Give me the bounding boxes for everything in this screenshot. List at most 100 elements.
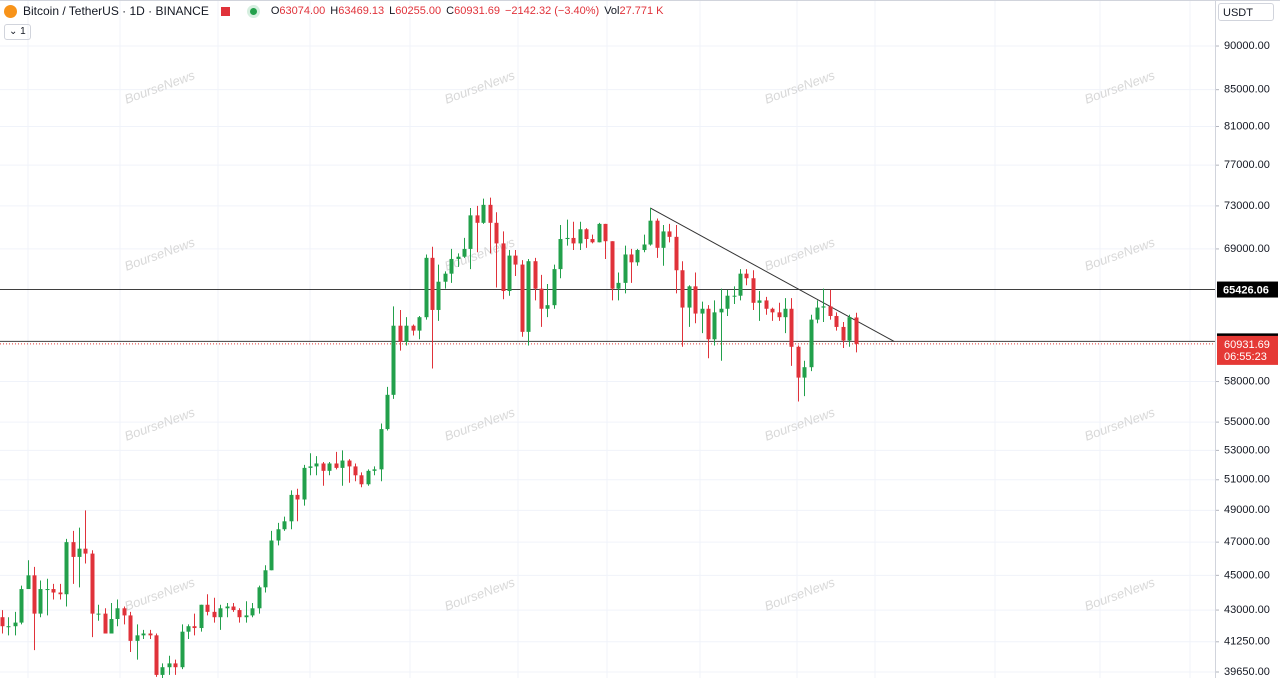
candle-body: [789, 308, 794, 347]
candle-body: [841, 326, 846, 341]
symbol-icon: [4, 4, 17, 18]
candle-body: [180, 631, 185, 668]
candle-body: [661, 231, 666, 248]
countdown: 06:55:23: [1224, 351, 1267, 363]
candle-body: [205, 604, 210, 612]
candle-body: [186, 626, 191, 632]
candle-body: [64, 542, 69, 595]
y-tick-label: 39650.00: [1224, 666, 1270, 678]
legend-value: 27.771 K: [619, 5, 664, 17]
candle-body: [13, 622, 18, 627]
symbol[interactable]: Bitcoin / TetherUS · 1D · BINANCE: [23, 4, 209, 18]
candle-body: [513, 255, 518, 265]
candle-body: [340, 460, 345, 468]
candle-body: [481, 204, 486, 223]
trendline: [649, 207, 895, 342]
watermark: BourseNews: [762, 67, 837, 106]
indicator-badge[interactable]: ⌄ 1: [4, 24, 31, 40]
badge-count: 1: [20, 26, 26, 37]
legend-label: C: [446, 5, 455, 17]
candle-body: [834, 315, 839, 327]
market-dot: [249, 7, 257, 15]
y-tick-label: 58000.00: [1224, 375, 1270, 387]
y-tick-label: 45000.00: [1224, 569, 1270, 581]
candle-body: [623, 254, 628, 283]
y-tick-label: 49000.00: [1224, 504, 1270, 516]
y-tick-label: 43000.00: [1224, 604, 1270, 616]
legend-value: 60255.00: [395, 5, 442, 17]
y-tick-label: 90000.00: [1224, 40, 1270, 52]
candle-body: [488, 204, 493, 223]
candle-body: [597, 223, 602, 243]
candle-body: [385, 394, 390, 430]
candle-body: [693, 286, 698, 314]
candle-body: [674, 236, 679, 271]
candle-body: [571, 237, 576, 244]
candle-body: [212, 611, 217, 618]
candle-body: [334, 463, 339, 468]
legend-item: L60255.00: [389, 5, 441, 17]
candle-body: [115, 608, 120, 619]
legend-value: 60931.69: [454, 5, 500, 17]
candle-body: [712, 312, 717, 340]
watermark: BourseNews: [122, 67, 197, 106]
candle-body: [160, 667, 165, 675]
candle-body: [539, 288, 544, 309]
candle-body: [199, 604, 204, 629]
candle-body: [648, 220, 653, 245]
currency-button[interactable]: USDT: [1218, 3, 1274, 21]
watermark: BourseNews: [762, 234, 837, 273]
watermark: BourseNews: [1082, 234, 1157, 273]
candle-body: [269, 540, 274, 571]
candle-body: [424, 257, 429, 318]
candle-body: [391, 325, 396, 395]
candle-body: [83, 548, 88, 554]
candle-body: [353, 466, 358, 476]
y-tick-label: 55000.00: [1224, 416, 1270, 428]
candle-body: [507, 255, 512, 292]
header: Bitcoin / TetherUS · 1D · BINANCE O63074…: [4, 4, 664, 18]
candle-body: [109, 618, 114, 634]
candle-body: [777, 312, 782, 318]
candle-body: [237, 610, 242, 618]
candle-body: [231, 606, 236, 611]
candle-body: [603, 223, 608, 242]
candle-body: [687, 286, 692, 308]
candle-body: [526, 261, 531, 332]
watermark: BourseNews: [442, 404, 517, 443]
candle-body: [578, 229, 583, 244]
legend-item: Vol27.771 K: [604, 5, 663, 17]
candle-body: [610, 241, 615, 289]
candle-body: [359, 475, 364, 485]
candle-body: [475, 215, 480, 223]
candle-body: [565, 237, 570, 240]
candle-body: [417, 317, 422, 331]
candle-body: [379, 429, 384, 470]
candle-body: [468, 215, 473, 249]
watermark: BourseNews: [122, 234, 197, 273]
candle-body: [135, 635, 140, 641]
candle-body: [635, 250, 640, 263]
candle-body: [96, 613, 101, 615]
candle-body: [141, 633, 146, 636]
candle-body: [443, 273, 448, 282]
candle-body: [828, 306, 833, 316]
candle-body: [244, 615, 249, 618]
candle-body: [462, 248, 467, 257]
candle-body: [321, 463, 326, 471]
candle-body: [436, 281, 441, 310]
candle-body: [90, 553, 95, 614]
candle-body: [26, 575, 31, 590]
candle-body: [308, 466, 313, 468]
candle-body: [706, 308, 711, 340]
legend-label: L: [389, 5, 396, 17]
candle-body: [0, 617, 5, 627]
candle-body: [38, 589, 43, 614]
legend-item: −2142.32 (−3.40%): [505, 5, 599, 17]
legend-label: H: [330, 5, 339, 17]
y-tick-label: 77000.00: [1224, 159, 1270, 171]
watermark: BourseNews: [442, 234, 517, 273]
candle-body: [218, 608, 223, 618]
y-tick-label: 41250.00: [1224, 636, 1270, 648]
